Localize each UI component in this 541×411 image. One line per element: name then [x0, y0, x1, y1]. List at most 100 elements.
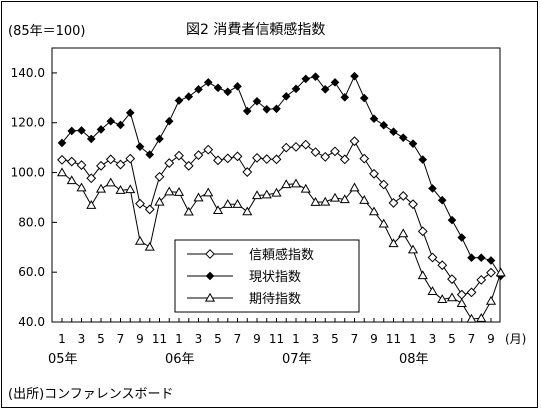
data-point-series-2 — [330, 78, 340, 87]
x-year-label: 06年 — [165, 352, 195, 367]
data-point-series-1 — [86, 173, 97, 184]
y-tick-label: 100.0 — [11, 166, 45, 180]
data-point-series-2 — [223, 87, 233, 97]
data-point-series-1 — [183, 160, 194, 171]
x-tick-label: 1 — [409, 332, 417, 346]
x-tick-label: 5 — [97, 332, 105, 346]
data-point-series-3 — [203, 187, 214, 197]
data-point-series-2 — [398, 133, 408, 142]
data-point-series-3 — [446, 292, 458, 302]
x-year-label: 05年 — [48, 352, 78, 367]
data-point-series-3 — [222, 198, 233, 208]
data-point-series-2 — [116, 120, 125, 130]
x-tick-label: 7 — [468, 332, 476, 346]
legend-marker — [205, 249, 215, 259]
data-point-series-3 — [378, 218, 389, 228]
data-point-series-2 — [57, 138, 67, 148]
data-point-series-3 — [466, 313, 477, 323]
data-point-series-1 — [135, 198, 145, 209]
data-point-series-1 — [339, 154, 350, 165]
y-tick-label: 140.0 — [11, 66, 45, 80]
data-point-series-3 — [144, 241, 155, 251]
x-tick-label: 9 — [253, 332, 261, 346]
data-point-series-2 — [242, 106, 252, 116]
x-tick-label: 3 — [195, 332, 203, 346]
data-point-series-1 — [213, 155, 223, 166]
data-point-series-3 — [349, 182, 360, 192]
data-point-series-3 — [398, 228, 409, 238]
x-tick-label: 1 — [292, 332, 300, 346]
data-point-series-2 — [408, 139, 418, 148]
x-tick-label: 7 — [351, 332, 359, 346]
data-point-series-2 — [476, 253, 486, 263]
data-point-series-1 — [222, 153, 233, 164]
data-point-series-1 — [115, 159, 126, 170]
data-point-series-3 — [232, 198, 243, 208]
data-point-series-2 — [320, 85, 330, 94]
data-point-series-1 — [76, 160, 87, 170]
data-point-series-1 — [203, 144, 214, 155]
data-point-series-2 — [96, 125, 106, 134]
data-point-series-3 — [242, 206, 253, 216]
data-point-series-3 — [261, 189, 272, 199]
data-point-series-1 — [271, 154, 282, 165]
data-point-series-2 — [467, 253, 476, 263]
data-point-series-2 — [272, 104, 281, 114]
data-point-series-1 — [359, 153, 370, 164]
x-tick-label: 7 — [234, 332, 242, 346]
data-point-series-1 — [486, 267, 496, 278]
x-tick-label: 5 — [331, 332, 339, 346]
x-tick-label: 1 — [58, 332, 66, 346]
legend-marker — [204, 292, 216, 302]
data-point-series-2 — [379, 120, 389, 130]
data-point-series-2 — [281, 92, 291, 101]
data-point-series-2 — [311, 72, 320, 81]
data-point-series-3 — [154, 196, 165, 206]
data-point-series-3 — [86, 199, 97, 209]
data-point-series-3 — [115, 185, 126, 194]
data-point-series-1 — [417, 226, 428, 237]
x-year-label: 08年 — [399, 352, 429, 367]
data-point-series-3 — [56, 167, 68, 177]
data-point-series-3 — [407, 244, 419, 254]
legend-label: 現状指数 — [249, 270, 301, 285]
legend-marker — [205, 271, 215, 281]
data-point-series-3 — [320, 196, 331, 206]
data-point-series-1 — [349, 136, 360, 147]
data-point-series-2 — [428, 184, 437, 193]
data-point-series-2 — [233, 82, 242, 91]
data-point-series-3 — [173, 187, 185, 196]
data-point-series-2 — [447, 215, 457, 225]
data-point-series-2 — [359, 93, 369, 103]
data-point-series-1 — [320, 151, 331, 162]
data-point-series-2 — [486, 256, 496, 265]
y-tick-label: 80.0 — [18, 215, 45, 229]
x-tick-label: 5 — [448, 332, 456, 346]
data-point-series-2 — [203, 78, 213, 87]
data-point-series-1 — [456, 289, 467, 300]
data-point-series-1 — [232, 151, 243, 162]
data-point-series-2 — [262, 104, 272, 114]
data-point-series-2 — [369, 114, 379, 124]
x-tick-label: 3 — [312, 332, 320, 346]
data-point-series-1 — [330, 146, 340, 157]
data-point-series-3 — [417, 270, 428, 280]
data-point-series-1 — [57, 154, 67, 165]
data-point-series-2 — [457, 233, 467, 242]
data-point-series-1 — [310, 147, 321, 158]
data-point-series-2 — [155, 134, 164, 144]
data-point-series-1 — [154, 171, 165, 182]
data-point-series-1 — [437, 260, 448, 271]
data-point-series-2 — [350, 71, 359, 81]
x-tick-label: 11 — [269, 332, 284, 346]
data-point-series-2 — [437, 195, 447, 205]
data-point-series-2 — [164, 116, 174, 126]
data-point-series-3 — [495, 267, 506, 277]
data-point-series-1 — [193, 150, 204, 161]
y-tick-label: 40.0 — [18, 315, 45, 329]
x-tick-label: 3 — [429, 332, 437, 346]
data-point-series-3 — [368, 206, 380, 216]
data-point-series-3 — [76, 182, 87, 192]
data-point-series-2 — [389, 127, 398, 137]
